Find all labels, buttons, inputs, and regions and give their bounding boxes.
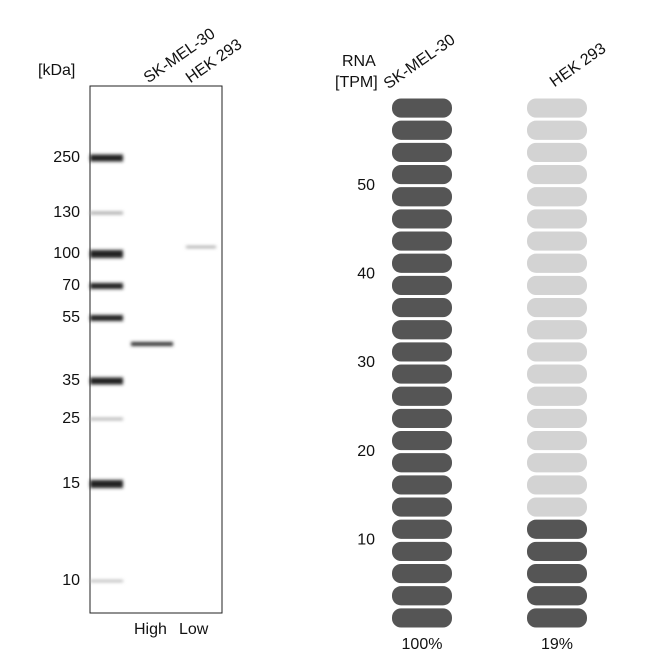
rna-pill — [527, 364, 587, 384]
y-tick-label: 40 — [357, 266, 375, 283]
rna-pill — [527, 342, 587, 362]
ladder-band — [90, 283, 123, 289]
sample-band — [131, 342, 173, 346]
ladder-label: 55 — [62, 309, 80, 326]
rna-pill — [392, 408, 452, 428]
rna-pill — [527, 120, 587, 140]
rna-pill — [527, 408, 587, 428]
rna-pill — [527, 564, 587, 584]
ladder-label: 15 — [62, 475, 80, 492]
rna-pill — [392, 142, 452, 162]
ladder-label: 70 — [62, 277, 80, 294]
rna-pill — [392, 386, 452, 406]
ladder-band — [90, 315, 123, 321]
ladder-label: 10 — [62, 572, 80, 589]
rna-pill — [392, 120, 452, 140]
rna-pill — [527, 386, 587, 406]
rna-pill — [392, 298, 452, 318]
rna-pill — [392, 209, 452, 229]
x-tick-label: HEK 293 — [547, 40, 609, 91]
rna-pill — [527, 541, 587, 561]
sample-band — [186, 246, 216, 248]
blot-unit: [kDa] — [38, 62, 75, 79]
ladder-label: 35 — [62, 372, 80, 389]
y-tick-label: 10 — [357, 532, 375, 549]
rna-pill — [527, 142, 587, 162]
rna-pill — [392, 187, 452, 207]
value-label: 19% — [541, 636, 573, 653]
value-label: 100% — [402, 636, 443, 653]
rna-pill — [527, 431, 587, 451]
rna-pill — [527, 187, 587, 207]
ladder-band — [90, 154, 123, 162]
ladder-label: 100 — [53, 245, 80, 262]
ladder-band — [90, 211, 123, 215]
x-tick-label: SK-MEL-30 — [381, 31, 459, 92]
rna-pill — [392, 275, 452, 295]
rna-pill — [527, 253, 587, 273]
y-axis-label: [TPM] — [335, 74, 378, 91]
rna-pill — [527, 586, 587, 606]
rna-pill — [392, 231, 452, 251]
rna-pill — [527, 298, 587, 318]
rna-pill — [527, 275, 587, 295]
blot-image — [89, 85, 223, 614]
rna-pill — [527, 165, 587, 185]
rna-pill — [392, 165, 452, 185]
ladder-band — [90, 580, 123, 582]
rna-pill — [392, 519, 452, 539]
rna-pill — [392, 342, 452, 362]
rna-pill — [527, 209, 587, 229]
rna-pill — [527, 519, 587, 539]
rna-pill — [392, 320, 452, 340]
rna-pill — [527, 98, 587, 118]
ladder-band — [90, 250, 123, 258]
rna-pill — [392, 475, 452, 495]
ladder-band — [90, 480, 123, 488]
rna-pill — [392, 564, 452, 584]
rna-pill — [392, 586, 452, 606]
y-tick-label: 30 — [357, 354, 375, 371]
y-tick-label: 20 — [357, 443, 375, 460]
rna-pill — [527, 231, 587, 251]
rna-pill — [392, 431, 452, 451]
rna-pill — [527, 320, 587, 340]
rna-pill — [392, 497, 452, 517]
rna-pill — [527, 608, 587, 628]
blot-footer: High — [134, 621, 167, 638]
ladder-band — [90, 417, 123, 421]
rna-pill — [392, 364, 452, 384]
y-axis-label: RNA — [342, 53, 376, 70]
rna-pill — [392, 541, 452, 561]
ladder — [90, 154, 123, 582]
rna-pill — [527, 475, 587, 495]
blot-footer: Low — [179, 621, 209, 638]
y-tick-label: 50 — [357, 177, 375, 194]
rna-pill — [392, 608, 452, 628]
rna-pill — [527, 497, 587, 517]
ladder-label: 130 — [53, 204, 80, 221]
rna-pill — [527, 453, 587, 473]
ladder-label: 250 — [53, 149, 80, 166]
ladder-band — [90, 377, 123, 385]
rna-pill — [392, 453, 452, 473]
rna-pill — [392, 253, 452, 273]
rna-pill — [392, 98, 452, 118]
ladder-label: 25 — [62, 410, 80, 427]
